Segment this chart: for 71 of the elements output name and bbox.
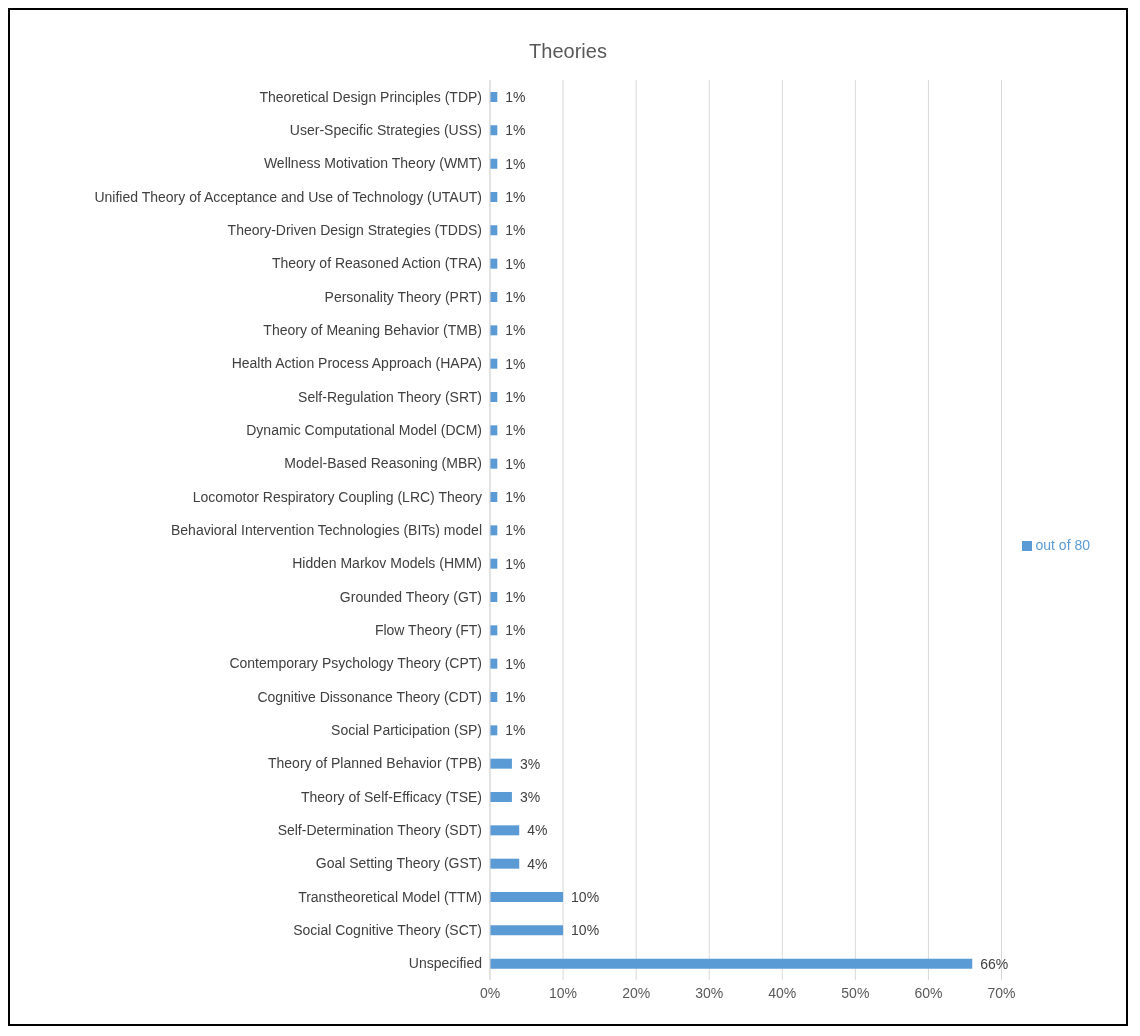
data-label: 4%: [527, 855, 548, 872]
y-tick-label: Unspecified: [408, 955, 482, 972]
data-label: 1%: [505, 88, 526, 105]
bar: [490, 825, 520, 836]
data-label: 1%: [505, 222, 526, 239]
data-label: 1%: [505, 122, 526, 139]
y-tick-label: Behavioral Intervention Technologies (BITs) model: [170, 521, 482, 538]
y-tick-label: Theory of Self-Efficacy (TSE): [300, 788, 482, 805]
x-tick-label: 50%: [841, 984, 870, 1001]
data-label: 10%: [571, 922, 600, 939]
y-tick-label: Self-Determination Theory (SDT): [277, 821, 482, 838]
data-label: 1%: [505, 255, 526, 272]
y-tick-label: Transtheoretical Model (TTM): [298, 888, 482, 905]
bar: [490, 925, 564, 936]
y-tick-label: Theory-Driven Design Strategies (TDDS): [227, 221, 482, 238]
data-label: 1%: [505, 622, 526, 639]
x-tick-label: 0%: [479, 984, 501, 1001]
data-label: 1%: [505, 322, 526, 339]
y-tick-label: Locomotor Respiratory Coupling (LRC) Theory: [192, 488, 482, 505]
data-label: 1%: [505, 522, 526, 539]
y-tick-label: Social Participation (SP): [331, 721, 482, 738]
y-tick-label: Theory of Planned Behavior (TPB): [268, 755, 482, 772]
y-tick-label: Theory of Meaning Behavior (TMB): [263, 321, 482, 338]
data-label: 1%: [505, 188, 526, 205]
x-tick-label: 70%: [987, 984, 1016, 1001]
chart-title: Theories: [528, 39, 608, 64]
bar: [490, 758, 512, 769]
x-tick-label: 60%: [914, 984, 943, 1001]
data-label: 1%: [505, 722, 526, 739]
y-tick-label: Contemporary Psychology Theory (CPT): [229, 655, 482, 672]
data-label: 1%: [505, 155, 526, 172]
x-tick-label: 10%: [549, 984, 578, 1001]
data-label: 1%: [505, 555, 526, 572]
y-tick-label: Flow Theory (FT): [374, 621, 482, 638]
data-label: 3%: [519, 788, 541, 805]
y-tick-label: Wellness Motivation Theory (WMT): [263, 155, 482, 172]
data-label: 1%: [505, 355, 526, 372]
x-tick-label: 40%: [768, 984, 797, 1001]
data-label: 66%: [980, 955, 1009, 972]
y-tick-label: Social Cognitive Theory (SCT): [293, 921, 482, 938]
data-label: 1%: [505, 655, 526, 672]
y-tick-label: Model-Based Reasoning (MBR): [284, 455, 482, 472]
x-tick-label: 20%: [622, 984, 651, 1001]
data-label: 1%: [505, 588, 526, 605]
y-tick-label: Theoretical Design Principles (TDP): [259, 88, 482, 105]
y-tick-label: User-Specific Strategies (USS): [289, 121, 482, 138]
y-tick-label: Goal Setting Theory (GST): [315, 855, 482, 872]
y-tick-label: Unified Theory of Acceptance and Use of Technology (UTAUT): [94, 188, 482, 205]
data-label: 4%: [527, 822, 548, 839]
data-label: 1%: [505, 688, 526, 705]
data-label: 10%: [571, 888, 600, 905]
x-tick-label: 30%: [695, 984, 724, 1001]
bar: [490, 858, 520, 869]
data-label: 1%: [505, 288, 526, 305]
y-tick-label: Health Action Process Approach (HAPA): [231, 355, 482, 372]
y-tick-label: Theory of Reasoned Action (TRA): [271, 255, 482, 272]
data-label: 1%: [505, 455, 526, 472]
data-label: 1%: [505, 388, 526, 405]
data-label: 3%: [519, 755, 541, 772]
y-tick-label: Personality Theory (PRT): [324, 288, 482, 305]
y-tick-label: Cognitive Dissonance Theory (CDT): [257, 688, 482, 705]
bar: [490, 958, 973, 969]
y-tick-label: Hidden Markov Models (HMM): [292, 555, 482, 572]
bar: [490, 892, 564, 902]
y-tick-label: Self-Regulation Theory (SRT): [298, 388, 482, 405]
bar: [490, 792, 512, 802]
data-label: 1%: [505, 422, 526, 439]
y-tick-label: Dynamic Computational Model (DCM): [246, 421, 482, 438]
legend-label: out of 80: [1035, 537, 1090, 553]
data-label: 1%: [505, 488, 526, 505]
y-tick-label: Grounded Theory (GT): [339, 588, 482, 605]
